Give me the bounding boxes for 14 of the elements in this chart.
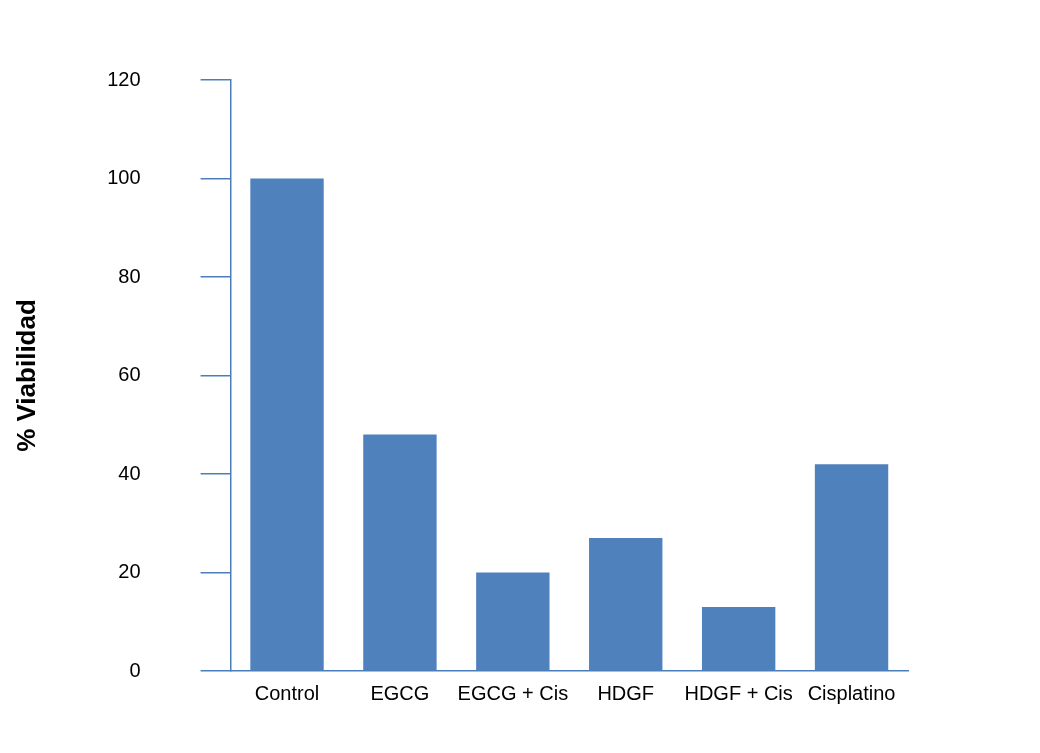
y-tick-label: 20 bbox=[118, 560, 141, 583]
x-tick-label: Cisplatino bbox=[807, 681, 896, 704]
y-tick-label: 120 bbox=[107, 67, 141, 90]
y-tick-label: 60 bbox=[118, 363, 141, 386]
y-tick-label: 100 bbox=[107, 166, 141, 189]
y-tick-label: 80 bbox=[118, 264, 141, 287]
y-tick-label: 40 bbox=[118, 461, 141, 484]
y-tick-label: 0 bbox=[129, 658, 141, 681]
x-tick-label: HDGF + Cis bbox=[684, 681, 793, 704]
x-tick-label: EGCG + Cis bbox=[457, 681, 569, 704]
x-tick-label: EGCG bbox=[370, 681, 430, 704]
x-tick-label: Control bbox=[254, 681, 320, 704]
x-tick-label: HDGF bbox=[597, 681, 655, 704]
y-axis-title: % Viabilidad bbox=[10, 299, 41, 452]
